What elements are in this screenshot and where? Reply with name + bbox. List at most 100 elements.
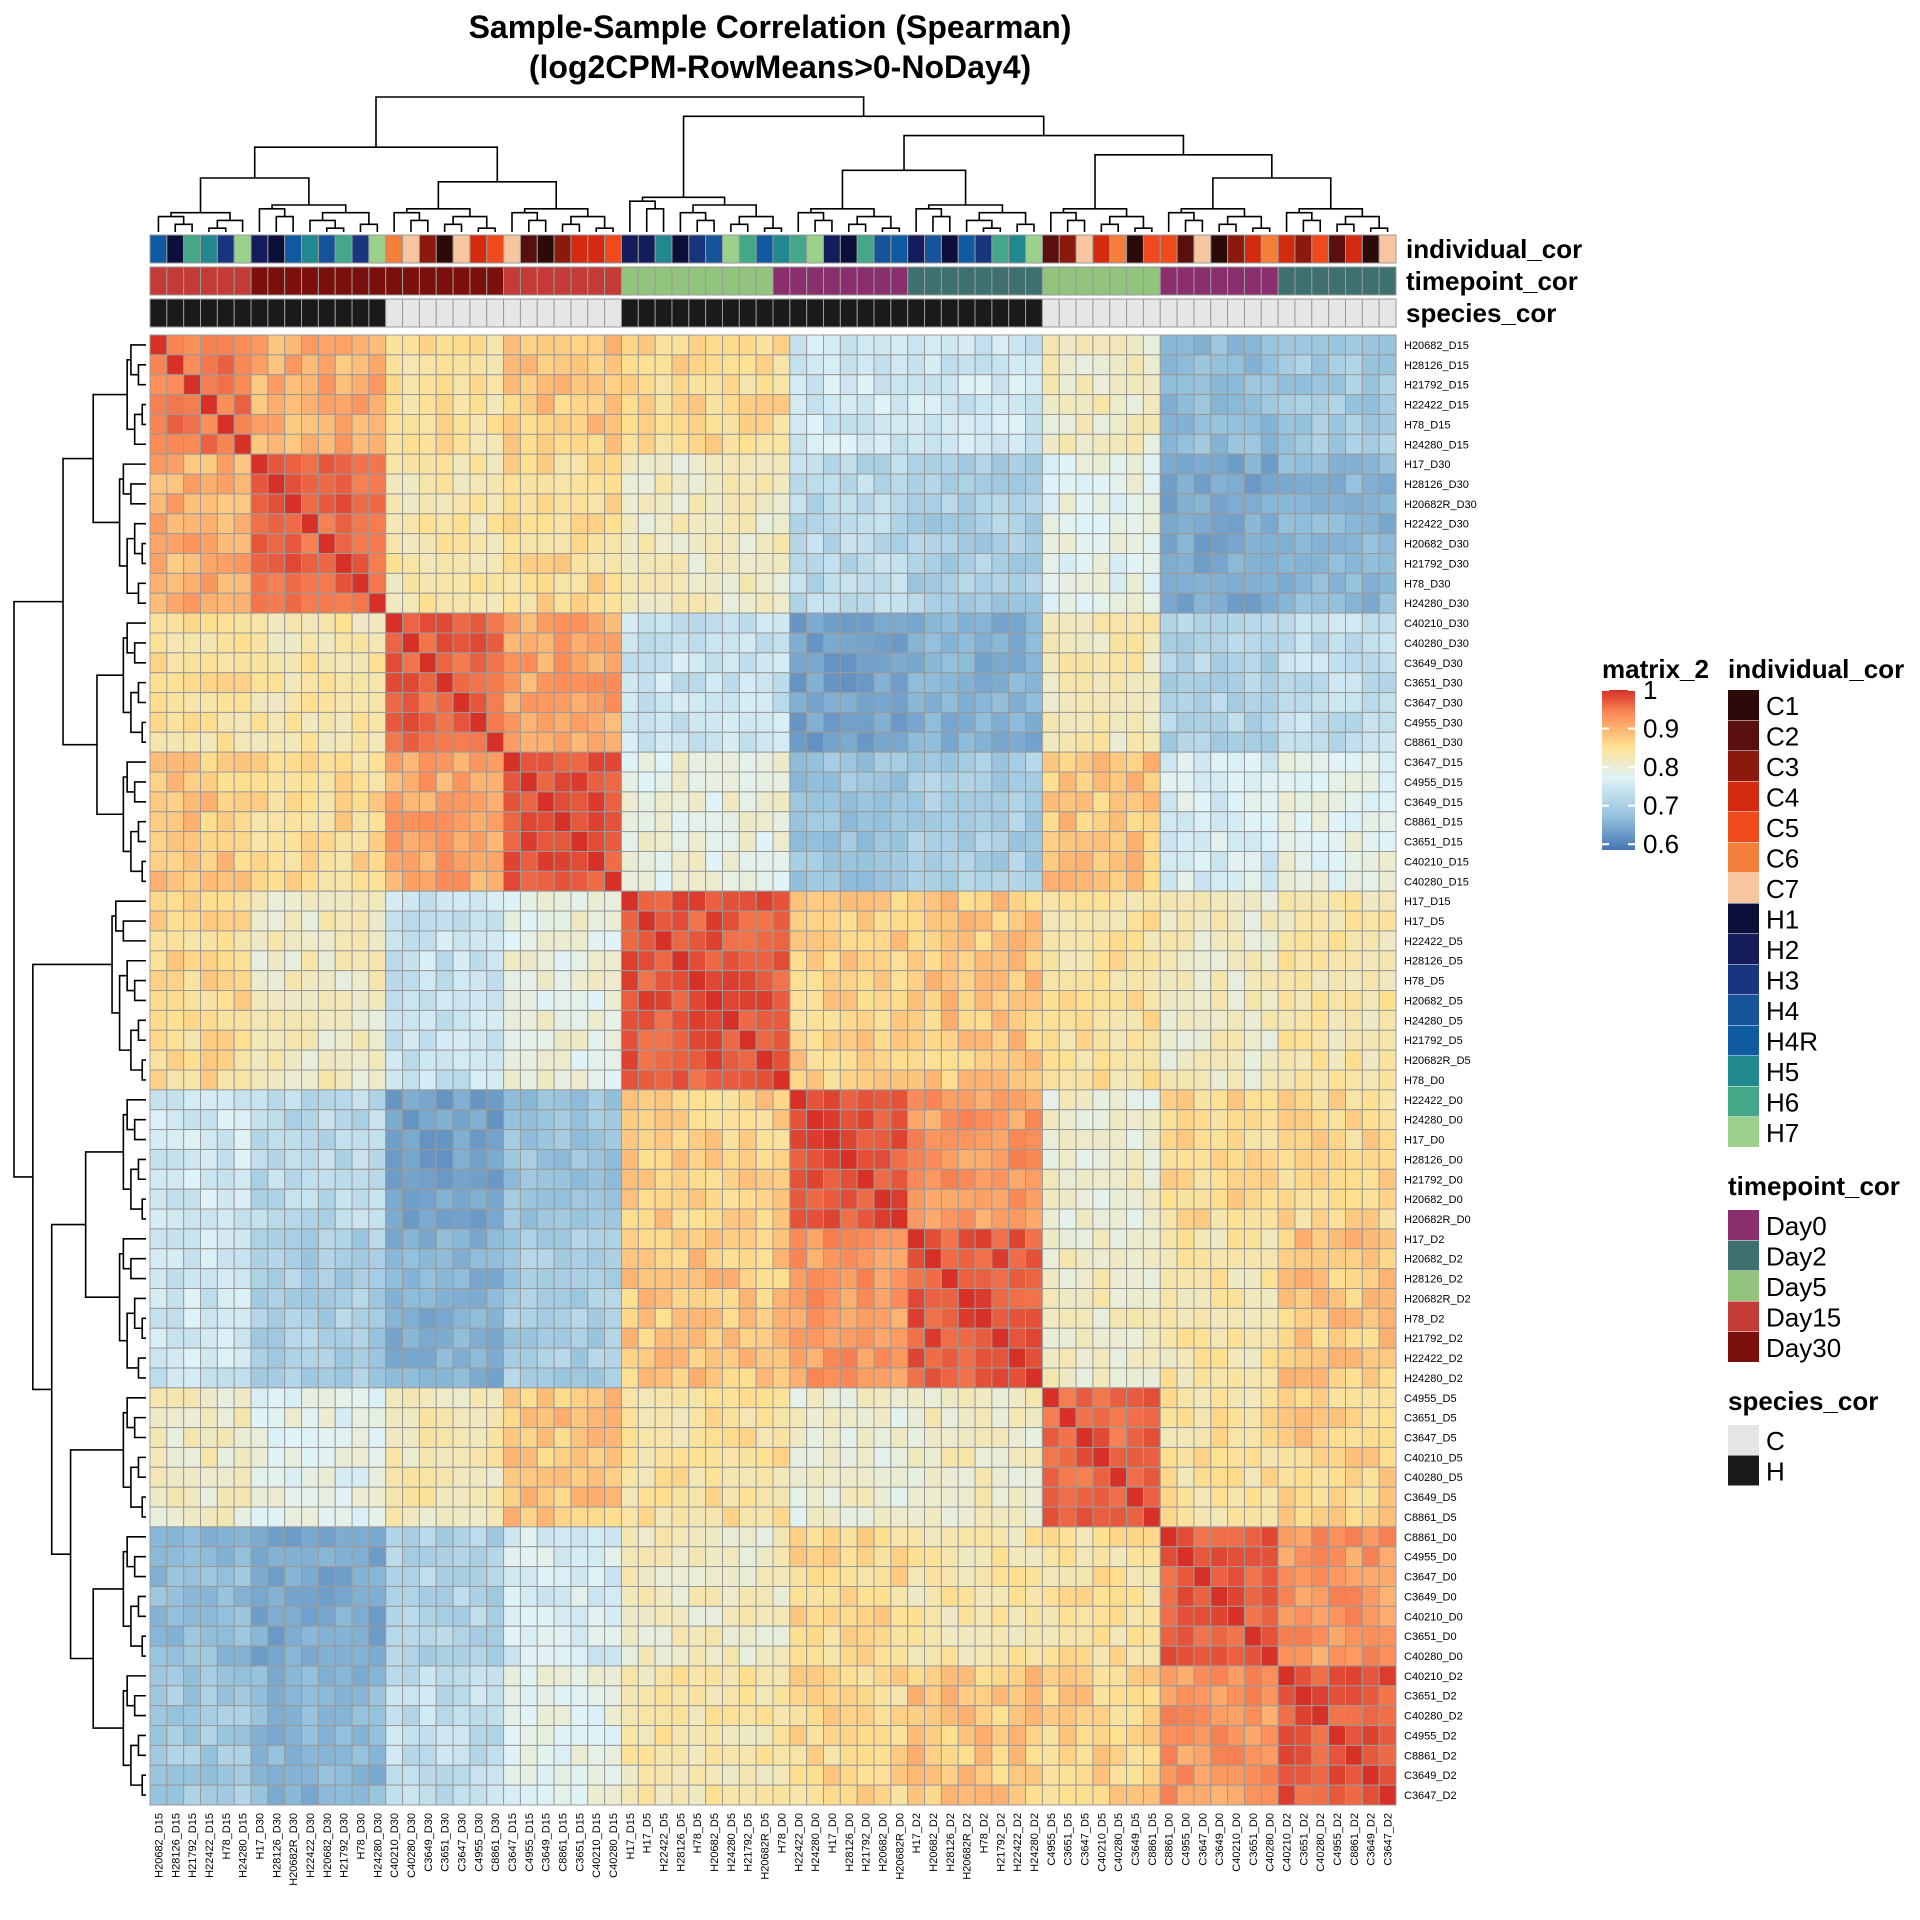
heatmap-cell bbox=[1361, 890, 1380, 912]
heatmap-cell bbox=[890, 990, 909, 1011]
heatmap-cell bbox=[385, 1466, 404, 1488]
heatmap-cell bbox=[469, 870, 488, 892]
heatmap-cell bbox=[839, 1148, 858, 1170]
heatmap-cell bbox=[200, 731, 218, 753]
heatmap-cell bbox=[1041, 1427, 1060, 1448]
heatmap-cell bbox=[351, 413, 370, 435]
heatmap-cell bbox=[1109, 592, 1128, 614]
heatmap-cell bbox=[1344, 453, 1363, 475]
heatmap-cell bbox=[1075, 473, 1094, 495]
dendrogram-branch bbox=[92, 1588, 124, 1729]
heatmap-cell bbox=[974, 1069, 993, 1091]
heatmap-cell bbox=[620, 513, 639, 535]
heatmap-cell bbox=[1025, 890, 1043, 912]
heatmap-cell bbox=[873, 334, 892, 356]
heatmap-cell bbox=[486, 513, 505, 535]
heatmap-cell bbox=[503, 533, 521, 555]
heatmap-cell bbox=[301, 930, 319, 952]
heatmap-cell bbox=[974, 1327, 993, 1349]
heatmap-cell bbox=[957, 771, 976, 793]
heatmap-cell bbox=[1361, 1029, 1380, 1051]
heatmap-cell bbox=[301, 751, 319, 773]
heatmap-cell bbox=[267, 1347, 286, 1369]
heatmap-cell bbox=[368, 433, 387, 455]
heatmap-cell bbox=[284, 1486, 303, 1508]
heatmap-cell bbox=[250, 970, 269, 992]
heatmap-cell bbox=[570, 1387, 589, 1409]
heatmap-cell bbox=[604, 970, 622, 992]
heatmap-cell bbox=[974, 1506, 993, 1528]
heatmap-cell bbox=[755, 1168, 774, 1190]
heatmap-cell bbox=[1159, 1248, 1178, 1270]
heatmap-cell bbox=[789, 1546, 808, 1568]
heatmap-cell bbox=[1260, 910, 1279, 932]
annotation-cell-timepoint bbox=[738, 266, 757, 296]
heatmap-cell bbox=[688, 1367, 707, 1389]
heatmap-cell bbox=[368, 592, 387, 614]
heatmap-cell bbox=[1126, 672, 1144, 694]
heatmap-cell bbox=[721, 1466, 740, 1488]
heatmap-cell bbox=[1176, 334, 1195, 356]
heatmap-cell bbox=[452, 473, 471, 495]
heatmap-cell bbox=[620, 1069, 639, 1091]
heatmap-cell bbox=[688, 811, 707, 833]
heatmap-cell bbox=[250, 1288, 269, 1309]
heatmap-cell bbox=[486, 1506, 505, 1528]
heatmap-cell bbox=[1294, 1367, 1313, 1389]
heatmap-cell bbox=[806, 870, 825, 892]
heatmap-cell bbox=[267, 1446, 286, 1468]
heatmap-cell bbox=[604, 1248, 622, 1270]
heatmap-cell bbox=[233, 890, 252, 912]
heatmap-cell bbox=[402, 1228, 420, 1250]
heatmap-cell bbox=[1260, 1168, 1279, 1190]
heatmap-cell bbox=[1025, 731, 1043, 753]
annotation-cell-individual bbox=[536, 234, 555, 264]
heatmap-cell bbox=[620, 1029, 639, 1051]
heatmap-cell bbox=[789, 394, 808, 415]
heatmap-cell bbox=[486, 453, 505, 475]
heatmap-cell bbox=[873, 1069, 892, 1091]
heatmap-cell bbox=[1176, 1307, 1195, 1329]
heatmap-cell bbox=[486, 1327, 505, 1349]
heatmap-cell bbox=[1058, 1069, 1077, 1091]
heatmap-cell bbox=[991, 1288, 1010, 1309]
heatmap-cell bbox=[334, 1049, 353, 1071]
heatmap-cell bbox=[604, 632, 622, 654]
heatmap-cell bbox=[991, 811, 1010, 833]
heatmap-cell bbox=[1227, 1466, 1245, 1488]
heatmap-cell bbox=[570, 950, 589, 972]
heatmap-cell bbox=[839, 493, 858, 515]
heatmap-cell bbox=[1058, 1188, 1077, 1210]
heatmap-cell bbox=[469, 1407, 488, 1429]
heatmap-cell bbox=[368, 513, 387, 535]
heatmap-cell bbox=[1176, 1327, 1195, 1349]
dendrogram-branch bbox=[133, 1555, 146, 1578]
heatmap-cell bbox=[1344, 771, 1363, 793]
heatmap-cell bbox=[1294, 1049, 1313, 1071]
annotation-cell-timepoint bbox=[1210, 266, 1229, 296]
dendrogram-branch bbox=[1298, 208, 1364, 217]
heatmap-cell bbox=[940, 910, 959, 932]
heatmap-cell bbox=[991, 1526, 1010, 1548]
annotation-cell-species bbox=[1227, 298, 1245, 328]
heatmap-cell bbox=[334, 1009, 353, 1031]
heatmap-cell bbox=[486, 1168, 505, 1190]
heatmap-cell bbox=[216, 831, 235, 852]
heatmap-cell bbox=[1328, 513, 1346, 535]
annotation-cell-timepoint bbox=[1260, 266, 1279, 296]
heatmap-cell bbox=[907, 1228, 926, 1250]
heatmap-cell bbox=[284, 1089, 303, 1111]
heatmap-cell bbox=[553, 950, 572, 972]
heatmap-cell bbox=[823, 692, 841, 713]
heatmap-cell bbox=[368, 394, 387, 415]
heatmap-cell bbox=[385, 1387, 404, 1409]
heatmap-cell bbox=[1328, 433, 1346, 455]
heatmap-cell bbox=[334, 1327, 353, 1349]
heatmap-cell bbox=[452, 354, 471, 376]
heatmap-cell bbox=[806, 1307, 825, 1329]
heatmap-cell bbox=[738, 970, 757, 992]
heatmap-cell bbox=[368, 1407, 387, 1429]
heatmap-cell bbox=[940, 1168, 959, 1190]
heatmap-cell bbox=[1025, 1148, 1043, 1170]
heatmap-cell bbox=[1159, 1168, 1178, 1190]
